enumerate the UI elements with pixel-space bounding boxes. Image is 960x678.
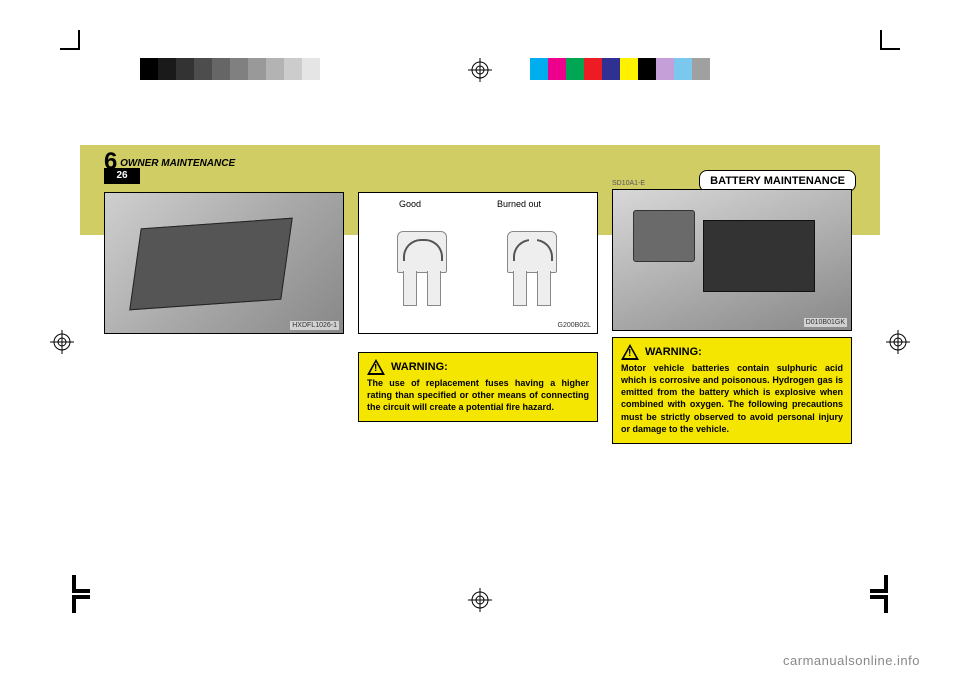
- warning-header: ! WARNING:: [621, 344, 843, 360]
- warning-box-fuses: ! WARNING: The use of replacement fuses …: [358, 352, 598, 422]
- page-content: 6 OWNER MAINTENANCE 26 BATTERY MAINTENAN…: [80, 50, 880, 620]
- watermark: carmanualsonline.info: [783, 653, 920, 668]
- content-columns: HXDFL1026-1 Good Burned out: [104, 192, 856, 444]
- figure-fusebox: HXDFL1026-1: [104, 192, 344, 334]
- column-2: Good Burned out G200B02L: [358, 192, 598, 444]
- registration-mark: [50, 330, 74, 354]
- label-good: Good: [399, 199, 421, 209]
- crop-mark: [880, 30, 900, 50]
- warning-title: WARNING:: [391, 361, 448, 373]
- figure-fuses: Good Burned out G200B02L: [358, 192, 598, 334]
- column-3: SD10A1-E D010B01GK ! WARNING: Motor vehi…: [612, 192, 852, 444]
- fuse-good-icon: [393, 231, 449, 307]
- figure-code: HXDFL1026-1: [290, 321, 339, 330]
- page-number: 26: [104, 168, 140, 184]
- label-burned: Burned out: [497, 199, 541, 209]
- crop-mark: [60, 30, 80, 50]
- figure-battery: D010B01GK: [612, 189, 852, 331]
- figure-code: G200B02L: [556, 321, 593, 330]
- warning-header: ! WARNING:: [367, 359, 589, 375]
- warning-title: WARNING:: [645, 346, 702, 358]
- fuse-burned-icon: [503, 231, 559, 307]
- warning-triangle-icon: !: [367, 359, 385, 375]
- column-1: HXDFL1026-1: [104, 192, 344, 444]
- registration-mark: [886, 330, 910, 354]
- warning-box-battery: ! WARNING: Motor vehicle batteries conta…: [612, 337, 852, 444]
- section-code: SD10A1-E: [612, 180, 852, 187]
- warning-text: Motor vehicle batteries contain sulphuri…: [621, 362, 843, 435]
- figure-code: D010B01GK: [804, 318, 847, 327]
- warning-triangle-icon: !: [621, 344, 639, 360]
- warning-text: The use of replacement fuses having a hi…: [367, 377, 589, 413]
